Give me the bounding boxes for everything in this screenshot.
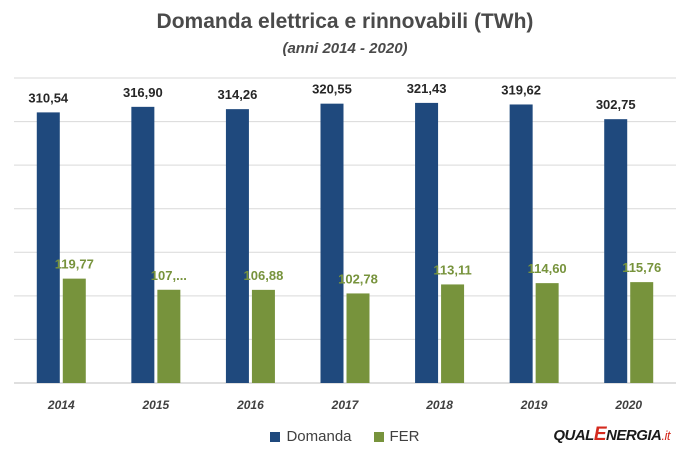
bar-fer-2019 <box>535 283 559 383</box>
data-label: 319,62 <box>501 82 541 97</box>
legend-label-fer: FER <box>389 428 420 445</box>
x-tick-label: 2014 <box>47 398 75 412</box>
legend-label-domanda: Domanda <box>286 428 352 445</box>
x-tick-label: 2018 <box>425 398 453 412</box>
legend-item-fer: FER <box>373 428 420 445</box>
data-label: 114,60 <box>528 261 567 276</box>
bar-domanda-2016 <box>225 109 249 383</box>
data-label: 119,77 <box>55 257 94 272</box>
legend-swatch-fer <box>373 431 384 442</box>
data-label: 316,90 <box>123 85 163 100</box>
x-tick-label: 2020 <box>614 398 642 412</box>
x-tick-label: 2015 <box>142 398 170 412</box>
bar-domanda-2017 <box>320 103 344 383</box>
x-tick-label: 2019 <box>520 398 548 412</box>
legend-swatch-domanda <box>270 431 281 442</box>
bar-domanda-2019 <box>509 104 533 383</box>
data-label: 310,54 <box>28 90 69 105</box>
data-label: 115,76 <box>622 260 661 275</box>
bar-fer-2016 <box>251 289 275 383</box>
data-label: 314,26 <box>218 87 258 102</box>
x-tick-label: 2017 <box>331 398 360 412</box>
bar-domanda-2014 <box>36 112 60 384</box>
bar-fer-2015 <box>157 289 181 383</box>
data-label: 102,78 <box>338 271 378 286</box>
bar-fer-2018 <box>441 284 465 383</box>
qualenergia-logo: QUALENERGIA.it <box>553 424 670 445</box>
legend-item-domanda: Domanda <box>270 428 352 445</box>
bar-domanda-2018 <box>415 102 439 383</box>
bar-fer-2017 <box>346 293 370 383</box>
data-label: 106,88 <box>244 268 284 283</box>
bar-domanda-2020 <box>604 119 628 384</box>
bar-domanda-2015 <box>131 106 155 383</box>
x-tick-label: 2016 <box>236 398 264 412</box>
data-label: 302,75 <box>596 97 636 112</box>
chart-subtitle: (anni 2014 - 2020) <box>282 40 408 57</box>
bar-fer-2014 <box>62 278 86 383</box>
data-label: 321,43 <box>407 81 447 96</box>
data-label: 113,11 <box>433 262 471 277</box>
data-label: 320,55 <box>312 82 352 97</box>
chart-title: Domanda elettrica e rinnovabili (TWh) <box>156 10 534 33</box>
bar-fer-2020 <box>630 282 654 383</box>
data-label: 107,... <box>151 268 187 283</box>
legend: Domanda FER <box>0 428 690 445</box>
